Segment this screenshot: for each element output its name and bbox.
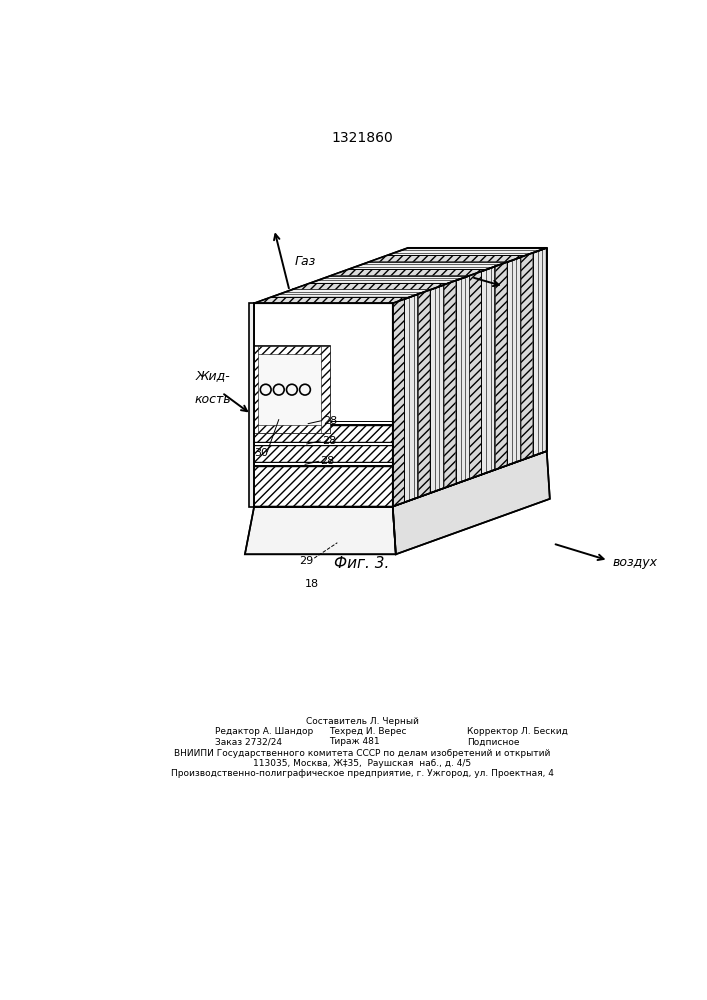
Polygon shape	[393, 299, 404, 507]
Text: 28: 28	[324, 416, 338, 426]
Text: Заказ 2732/24: Заказ 2732/24	[215, 737, 282, 746]
Text: Жид-: Жид-	[195, 369, 230, 382]
Polygon shape	[250, 346, 329, 433]
Polygon shape	[250, 425, 329, 433]
Text: Газ: Газ	[294, 255, 315, 268]
Text: ВНИИПИ Государственного комитета СССР по делам изобретений и открытий: ВНИИПИ Государственного комитета СССР по…	[174, 749, 550, 758]
Polygon shape	[293, 283, 448, 289]
Polygon shape	[331, 269, 487, 276]
Polygon shape	[250, 346, 329, 354]
Text: Составитель Л. Черный: Составитель Л. Черный	[305, 717, 419, 726]
Text: 1321860: 1321860	[331, 131, 393, 145]
Text: Производственно-полиграфическое предприятие, г. Ужгород, ул. Проектная, 4: Производственно-полиграфическое предприя…	[170, 769, 554, 778]
Text: Фиг. 3.: Фиг. 3.	[334, 556, 390, 571]
Text: Корректор Л. Бескид: Корректор Л. Бескид	[467, 727, 568, 736]
Polygon shape	[393, 248, 547, 507]
Polygon shape	[321, 346, 329, 433]
Polygon shape	[254, 446, 393, 462]
Text: 113035, Москва, Ж‡35,  Раушская  наб., д. 4/5: 113035, Москва, Ж‡35, Раушская наб., д. …	[253, 759, 471, 768]
Text: Техред И. Верес: Техред И. Верес	[329, 727, 407, 736]
Text: 30: 30	[254, 448, 268, 458]
Polygon shape	[521, 253, 532, 460]
Polygon shape	[254, 303, 393, 507]
Polygon shape	[254, 467, 393, 507]
Polygon shape	[393, 451, 550, 554]
Text: Редактор А. Шандор: Редактор А. Шандор	[215, 727, 313, 736]
Polygon shape	[250, 346, 258, 433]
Text: 28: 28	[322, 436, 336, 446]
Polygon shape	[469, 271, 481, 479]
Polygon shape	[254, 426, 393, 442]
Text: 28: 28	[320, 456, 334, 466]
Polygon shape	[249, 303, 254, 507]
Polygon shape	[419, 290, 430, 497]
Polygon shape	[254, 248, 547, 303]
Text: кость: кость	[194, 393, 231, 406]
Polygon shape	[370, 255, 525, 262]
Polygon shape	[254, 297, 410, 303]
Text: Подписное: Подписное	[467, 737, 520, 746]
Text: 29: 29	[299, 556, 314, 566]
Text: воздух: воздух	[612, 556, 658, 569]
Polygon shape	[496, 262, 507, 470]
Polygon shape	[444, 281, 455, 488]
Polygon shape	[245, 507, 396, 554]
Text: Тираж 481: Тираж 481	[329, 737, 380, 746]
Text: 18: 18	[305, 579, 319, 589]
